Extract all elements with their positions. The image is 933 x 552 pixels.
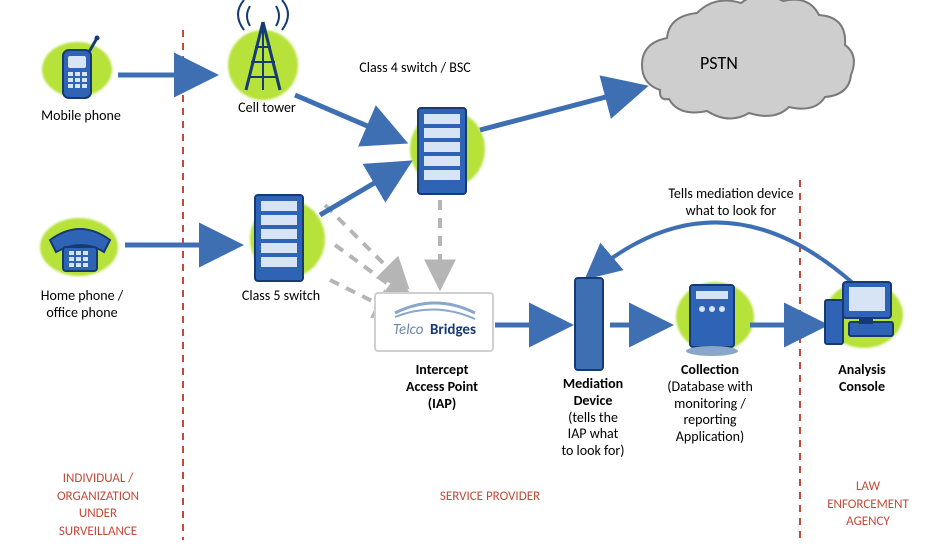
iap-logo-bottom: Bridges — [430, 321, 476, 339]
diagram-stage: Mobile phone Home phone / office phone C… — [0, 0, 933, 552]
class4-switch-icon — [418, 108, 466, 194]
cell-tower-icon — [238, 0, 288, 90]
feedback-label: Tells mediation device what to look for — [636, 186, 826, 220]
analysis-console-icon — [825, 282, 893, 344]
mediation-label: MediationDevice(tells theIAP whatto look… — [548, 376, 638, 460]
region-service-provider-label: SERVICE PROVIDER — [400, 488, 580, 506]
cell-tower-label: Cell tower — [222, 100, 312, 117]
mobile-phone-icon — [63, 36, 100, 99]
iap-logo-top: Telco — [393, 321, 423, 339]
region-law-label: LAW ENFORCEMENT AGENCY — [808, 478, 928, 531]
home-phone-label: Home phone / office phone — [22, 288, 142, 322]
collection-server-icon — [686, 285, 738, 356]
mediation-device-icon — [575, 278, 603, 370]
iap-label: Intercept Access Point (IAP) — [392, 362, 492, 412]
pstn-label: PSTN — [700, 52, 738, 74]
arrow-class4-pstn — [480, 88, 640, 130]
class5-switch-icon — [255, 195, 303, 281]
arrow-class5-class4 — [320, 165, 405, 215]
pstn-cloud — [642, 0, 854, 119]
dashed-arrow — [335, 245, 410, 300]
mobile-phone-label: Mobile phone — [36, 108, 126, 125]
class5-label: Class 5 switch — [226, 288, 336, 305]
region-individual-label: INDIVIDUAL / ORGANIZATION UNDER SURVEILL… — [18, 470, 178, 540]
arrow-feedback — [590, 222, 855, 285]
class4-label: Class 4 switch / BSC — [330, 60, 500, 77]
analysis-label: Analysis Console — [822, 362, 902, 396]
home-phone-icon — [50, 229, 110, 271]
collection-label: Collection(Database withmonitoring /repo… — [650, 362, 770, 446]
